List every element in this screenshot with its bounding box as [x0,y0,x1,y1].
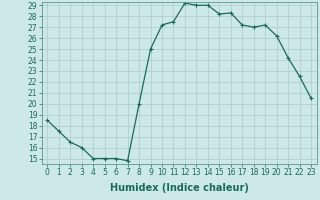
X-axis label: Humidex (Indice chaleur): Humidex (Indice chaleur) [110,183,249,193]
